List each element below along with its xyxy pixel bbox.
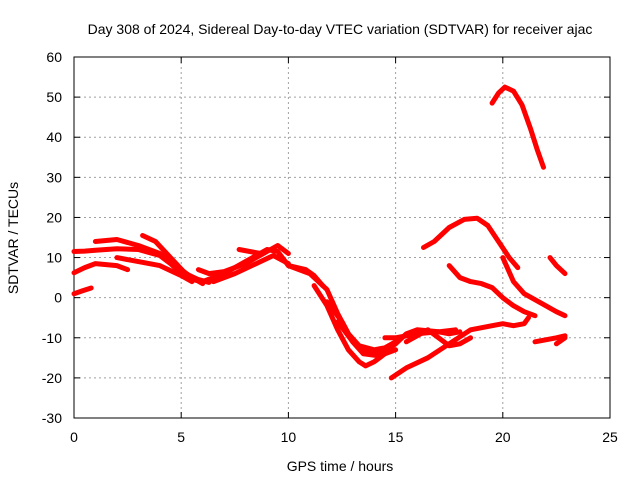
y-tick-label: 0 [54,290,62,306]
y-tick-label: 30 [46,169,62,185]
x-tick-label: 25 [602,429,618,445]
series-line-track-2 [71,261,131,276]
y-tick-label: 20 [46,209,62,225]
x-axis: 0 5 10 15 20 25 [70,57,618,445]
x-axis-label: GPS time / hours [287,458,394,474]
y-axis-label: SDTVAR / TECUs [5,182,21,294]
y-tick-label: 60 [46,49,62,65]
series-line-track-23 [553,335,568,347]
chart-title: Day 308 of 2024, Sidereal Day-to-day VTE… [88,21,593,37]
series-line-track-20 [489,84,546,170]
x-tick-label: 0 [70,429,78,445]
plot-frame [73,56,611,419]
series-line-track-21 [547,255,568,277]
y-tick-label: 40 [46,129,62,145]
series-line-track-22 [532,333,568,345]
y-tick-label: 10 [46,250,62,266]
series-line-track-8 [210,253,291,285]
series-line-track-3 [71,285,94,297]
series-line-track-18 [446,263,538,319]
y-tick-label: -30 [42,410,62,426]
series-line-track-5 [140,233,212,285]
series-line-track-7 [195,243,291,277]
series-line-track-15 [388,315,531,381]
series-line-track-9 [236,247,263,256]
series-line-track-16 [403,327,474,349]
x-tick-label: 10 [281,429,297,445]
x-tick-label: 5 [177,429,185,445]
y-tick-label: -10 [42,330,62,346]
series-line-track-17 [421,215,521,271]
y-axis: -30 -20 -10 0 10 20 30 40 50 60 [42,49,610,426]
series-line-track-6 [114,255,195,285]
y-tick-label: 50 [46,89,62,105]
series-group [71,84,568,381]
x-tick-label: 15 [388,429,404,445]
y-tick-label: -20 [42,370,62,386]
grid [74,57,610,418]
series-line-track-10 [285,263,326,289]
series-line-track-19 [500,255,568,319]
x-tick-label: 20 [495,429,511,445]
